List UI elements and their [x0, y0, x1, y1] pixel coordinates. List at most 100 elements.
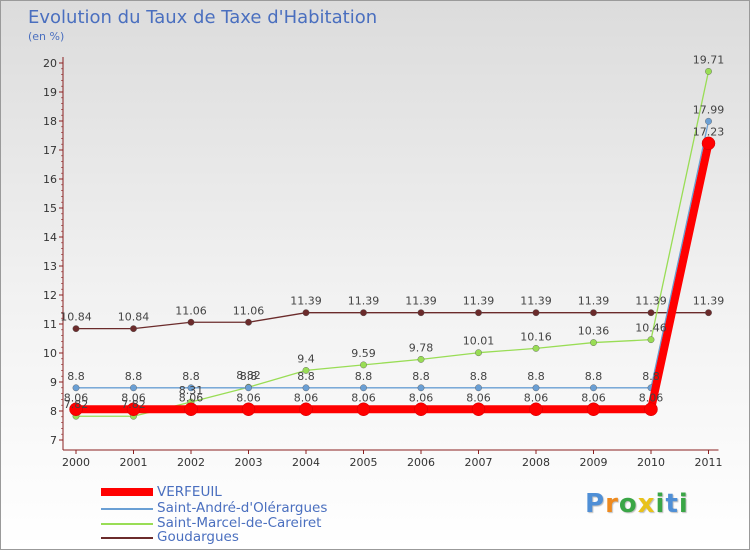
x-tick-label: 2009	[580, 456, 608, 469]
data-label: 10.84	[118, 311, 150, 324]
data-point	[647, 309, 655, 317]
x-tick-label: 2006	[407, 456, 435, 469]
data-point	[360, 384, 367, 392]
data-label: 19.71	[693, 53, 725, 66]
data-label: 11.39	[635, 295, 667, 308]
y-tick-label: 13	[43, 260, 57, 273]
data-point	[184, 402, 198, 417]
data-label: 8.06	[179, 391, 204, 404]
y-tick-label: 19	[43, 86, 57, 99]
data-label: 8.06	[524, 391, 549, 404]
data-point	[590, 339, 597, 346]
y-tick-label: 18	[43, 115, 57, 128]
x-tick-label: 2008	[522, 456, 550, 469]
legend-swatch	[101, 508, 153, 510]
y-tick-label: 20	[43, 57, 57, 70]
data-point	[417, 355, 425, 363]
data-point	[126, 402, 141, 417]
data-label: 7.82	[121, 398, 146, 411]
logo-letter: t	[665, 489, 679, 519]
logo-letter: x	[637, 489, 656, 519]
data-point	[705, 68, 712, 75]
data-point	[475, 349, 482, 357]
logo-letter: P	[585, 489, 606, 519]
data-point	[647, 336, 655, 344]
x-tick-label: 2002	[177, 456, 205, 469]
data-point	[532, 309, 540, 317]
data-point	[356, 402, 371, 417]
data-label: 11.39	[463, 295, 495, 308]
data-point	[302, 309, 310, 317]
series-line	[75, 70, 710, 417]
data-label: 8.06	[466, 391, 491, 404]
data-label: 8.8	[412, 370, 430, 383]
y-tick-label: 7	[50, 434, 57, 447]
data-point	[187, 318, 195, 326]
logo-letter: r	[605, 489, 619, 519]
data-label: 8.06	[236, 391, 261, 404]
data-point	[471, 402, 486, 417]
series-line	[75, 120, 710, 389]
legend-swatch	[101, 488, 153, 496]
x-tick-label: 2011	[695, 456, 723, 469]
data-label: 17.99	[693, 103, 725, 116]
data-label: 8.06	[294, 391, 319, 404]
x-tick-label: 2005	[350, 456, 378, 469]
data-label: 8.8	[240, 370, 258, 383]
data-point	[187, 384, 195, 392]
data-label: 7.82	[64, 398, 89, 411]
x-tick-label: 2000	[62, 456, 90, 469]
chart-subtitle: (en %)	[28, 30, 65, 43]
y-tick-label: 15	[43, 202, 57, 215]
data-label: 11.39	[290, 295, 322, 308]
data-point	[72, 384, 80, 392]
data-label: 11.39	[520, 295, 552, 308]
y-tick-label: 10	[43, 347, 57, 360]
data-label: 8.06	[581, 391, 606, 404]
legend-label: Saint-André-d'Olérargues	[157, 500, 328, 516]
data-label: 10.01	[463, 335, 495, 348]
data-label: 10.36	[578, 325, 610, 338]
x-tick-label: 2004	[292, 456, 320, 469]
x-tick-label: 2010	[637, 456, 665, 469]
data-label: 9.59	[351, 347, 376, 360]
data-label: 11.39	[578, 295, 610, 308]
y-tick-label: 17	[43, 144, 57, 157]
data-label: 8.8	[527, 370, 545, 383]
data-label: 8.06	[64, 391, 89, 404]
data-point	[299, 402, 313, 417]
y-tick-label: 12	[43, 289, 57, 302]
data-point	[414, 402, 428, 417]
legend-label: Goudargues	[157, 529, 239, 545]
data-point	[532, 344, 540, 352]
chart-title: Evolution du Taux de Taxe d'Habitation	[28, 7, 378, 28]
y-tick-label: 8	[50, 405, 57, 418]
data-label: 8.8	[125, 370, 143, 383]
data-point	[701, 136, 716, 151]
data-label: 10.84	[60, 311, 92, 324]
data-point	[475, 309, 482, 317]
data-label: 8.8	[297, 370, 315, 383]
data-point	[529, 402, 543, 417]
data-point	[705, 309, 712, 317]
logo-letter: i	[655, 489, 666, 519]
data-point	[644, 402, 658, 417]
data-point	[705, 117, 712, 125]
data-label: 8.8	[642, 370, 660, 383]
data-point	[130, 325, 137, 333]
series-line	[75, 312, 710, 330]
data-label: 8.06	[351, 391, 376, 404]
data-point	[417, 309, 425, 317]
data-point	[69, 402, 83, 417]
data-point	[245, 384, 252, 392]
data-label: 10.46	[635, 322, 667, 335]
data-label: 11.39	[405, 295, 437, 308]
x-tick-label: 2003	[235, 456, 263, 469]
x-tick-label: 2001	[120, 456, 148, 469]
data-label: 8.31	[179, 384, 204, 397]
data-label: 11.39	[348, 295, 380, 308]
data-label: 8.06	[409, 391, 434, 404]
proxiti-logo: Proxiti	[585, 489, 689, 519]
logo-letter: i	[678, 489, 689, 519]
